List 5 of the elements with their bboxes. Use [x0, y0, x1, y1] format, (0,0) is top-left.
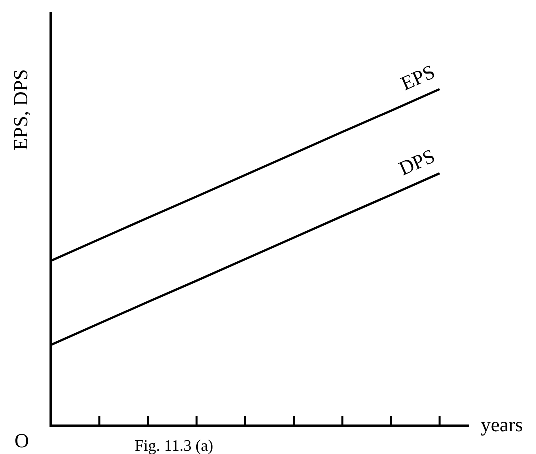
- x-axis-title: years: [481, 414, 524, 436]
- y-axis-title: EPS, DPS: [10, 69, 32, 151]
- text: EPS: [398, 61, 439, 96]
- text: O: [14, 430, 30, 452]
- text: DPS: [396, 146, 439, 180]
